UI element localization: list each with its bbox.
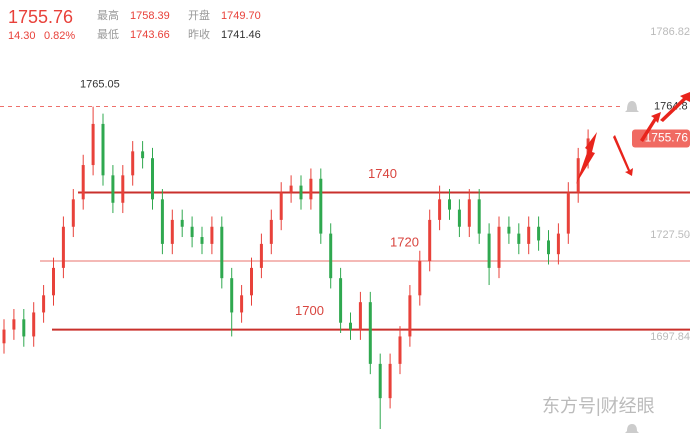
candle-body (220, 226, 224, 279)
y-tick-label: 1786.82 (650, 26, 690, 38)
candle-body (418, 261, 422, 296)
candle-body (537, 226, 541, 241)
candle-body (368, 302, 372, 364)
candle-body (497, 226, 501, 268)
candle-body (517, 233, 521, 244)
plot: 1786.821727.501697.841765.051764.8174017… (0, 26, 690, 429)
level-label: 1720 (390, 234, 419, 249)
candle-body (71, 199, 75, 227)
candle-body (22, 319, 26, 337)
candle-body (111, 175, 115, 203)
candle-body (131, 151, 135, 176)
candle-body (388, 363, 392, 399)
candle-body (91, 123, 95, 166)
candle-body (438, 199, 442, 220)
candle-body (378, 363, 382, 399)
stat-label: 最低 (97, 28, 119, 41)
candle-body (151, 158, 154, 200)
candle-body (52, 267, 55, 296)
candle-body (339, 278, 343, 323)
stat-label: 最高 (97, 8, 119, 22)
arrow (613, 135, 633, 176)
change: 14.30 (8, 30, 36, 42)
candle-body (180, 219, 184, 227)
candle-body (299, 185, 303, 200)
candle-body (349, 322, 352, 330)
candle-body (200, 237, 204, 244)
candle-body (61, 226, 65, 268)
candle-body (141, 151, 145, 159)
candle-body (279, 192, 283, 220)
candle-body (428, 219, 432, 262)
candle-body (259, 243, 263, 268)
candle-body (250, 267, 253, 296)
candle-body (81, 165, 85, 200)
candle-body (408, 295, 412, 337)
candle-body (457, 209, 461, 227)
candle-body (190, 226, 194, 238)
candle-body (448, 199, 451, 210)
candle-body (160, 199, 164, 244)
candle-body (487, 233, 491, 268)
candle-body (32, 312, 36, 337)
arrow (640, 112, 661, 142)
candle-body (230, 278, 234, 313)
stat-label: 昨收 (188, 27, 210, 41)
price-box-label: 1755.76 (645, 131, 689, 145)
candle-body (566, 192, 570, 234)
watermark: 东方号|财经眼 (542, 396, 655, 416)
stat-label: 开盘 (188, 8, 210, 22)
stat-value: 1741.46 (221, 29, 261, 41)
candle-body (527, 226, 531, 244)
candle-body (556, 233, 560, 255)
candle-body (170, 219, 174, 244)
candle-body (121, 175, 125, 203)
high-label: 1765.05 (80, 79, 120, 91)
candle-body (240, 295, 244, 313)
candle-body (507, 226, 511, 234)
bell-icon (625, 101, 639, 112)
arrow (576, 132, 597, 184)
candle-body (101, 123, 105, 176)
arrow (660, 92, 690, 122)
percent: 0.82% (44, 30, 75, 42)
level-label: 1700 (295, 303, 324, 318)
level-label: 1740 (368, 166, 397, 181)
candle-body (319, 178, 323, 234)
candle-body (309, 178, 313, 200)
candle-body (269, 219, 273, 244)
candle-body (467, 199, 471, 227)
candle-body (358, 302, 362, 330)
candle-body (576, 158, 580, 193)
stat-value: 1743.66 (130, 29, 170, 41)
candle-body (2, 329, 6, 344)
stat-value: 1749.70 (221, 10, 261, 22)
candle-body (477, 199, 481, 234)
stat-value: 1758.39 (130, 10, 170, 22)
candle-body (42, 295, 46, 313)
y-tick-label: 1727.50 (650, 229, 690, 241)
header-bg (0, 0, 280, 46)
candle-body (329, 233, 333, 279)
y-tick-label: 1697.84 (650, 331, 690, 343)
candle-body (289, 185, 293, 193)
candle-body (547, 240, 550, 255)
candle-body (398, 336, 402, 364)
price: 1755.76 (8, 7, 73, 27)
candle-body (210, 226, 214, 244)
bell-icon (625, 424, 639, 433)
candle-body (12, 319, 16, 330)
